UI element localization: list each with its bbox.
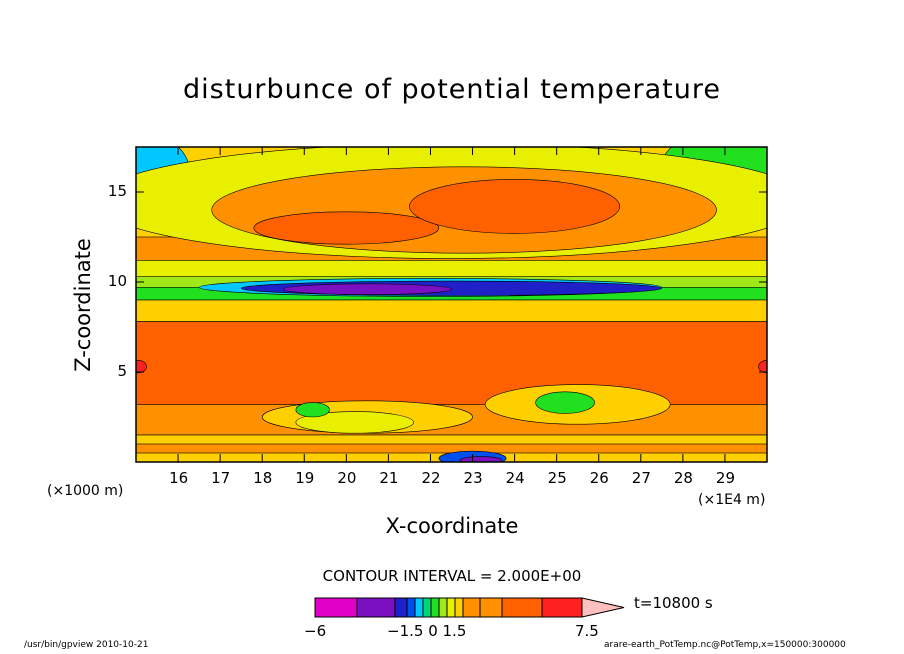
axis-ticks bbox=[136, 147, 767, 462]
x-tick-label: 22 bbox=[421, 469, 441, 487]
x-axis-unit-left: (×1000 m) bbox=[47, 483, 124, 499]
x-tick-label: 17 bbox=[211, 469, 231, 487]
x-tick-label: 25 bbox=[547, 469, 567, 487]
contour-blob-23 bbox=[295, 411, 414, 434]
time-label: t=10800 s bbox=[634, 594, 713, 612]
x-tick-label: 18 bbox=[253, 469, 273, 487]
x-tick-label: 26 bbox=[589, 469, 609, 487]
contour-blob-9 bbox=[253, 211, 440, 245]
x-tick-label: 23 bbox=[463, 469, 483, 487]
colorbar-label-max: 7.5 bbox=[575, 622, 599, 640]
contour-blob-20 bbox=[758, 360, 767, 374]
colorbar-label-mid: −1.5 0 1.5 bbox=[387, 622, 467, 640]
x-tick-label: 29 bbox=[715, 469, 736, 487]
x-tick-label: 28 bbox=[673, 469, 693, 487]
y-tick-label: 10 bbox=[107, 272, 127, 290]
x-tick-label: 16 bbox=[169, 469, 189, 487]
x-tick-label: 19 bbox=[295, 469, 315, 487]
x-tick-label: 24 bbox=[505, 469, 525, 487]
contour-blob-26 bbox=[535, 391, 595, 414]
x-axis-label: X-coordinate bbox=[385, 514, 519, 538]
contour-band-28 bbox=[136, 443, 767, 454]
y-tick-label: 15 bbox=[107, 182, 127, 200]
footer-command: /usr/bin/gpview 2010-10-21 bbox=[24, 640, 149, 650]
plot-frame bbox=[135, 146, 768, 463]
y-axis-label: Z-coordinate bbox=[71, 238, 95, 372]
contour-blob-10 bbox=[409, 179, 621, 234]
chart-title: disturbunce of potential temperature bbox=[183, 74, 721, 105]
x-axis-unit-right: (×1E4 m) bbox=[698, 492, 766, 508]
contour-blob-19 bbox=[136, 360, 147, 374]
x-tick-label: 21 bbox=[379, 469, 399, 487]
contour-blob-16 bbox=[282, 283, 452, 295]
y-tick-label: 5 bbox=[117, 362, 127, 380]
x-tick-label: 27 bbox=[631, 469, 651, 487]
contour-field bbox=[136, 147, 767, 462]
colorbar-label-min: −6 bbox=[304, 622, 327, 640]
contour-interval-label: CONTOUR INTERVAL = 2.000E+00 bbox=[322, 567, 582, 585]
contour-blob-24 bbox=[295, 402, 330, 418]
contour-band-17 bbox=[136, 299, 767, 322]
x-tick-label: 20 bbox=[337, 469, 357, 487]
contour-band-18 bbox=[136, 321, 767, 405]
contour-band-11 bbox=[136, 260, 767, 279]
footer-source: arare-earth_PotTemp.nc@PotTemp,x=150000:… bbox=[604, 640, 846, 650]
contour-blob-30 bbox=[459, 456, 503, 462]
